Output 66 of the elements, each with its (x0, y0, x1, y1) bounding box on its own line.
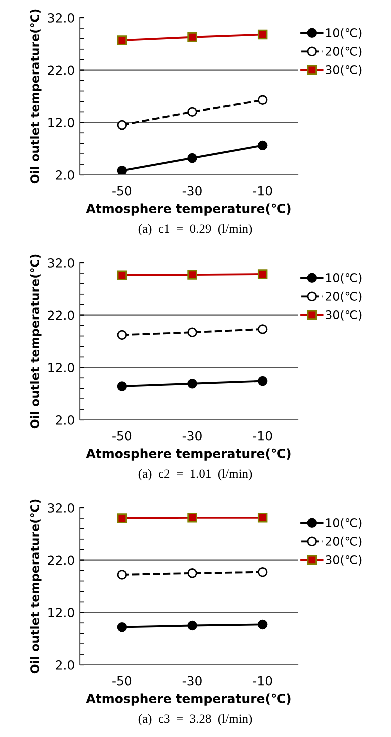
y-tick-label: 12.0 (48, 363, 74, 373)
y-tick-label: 32.0 (48, 13, 74, 23)
y-axis-title: Oil outlet temperature(℃) (30, 10, 42, 184)
y-axis-title: Oil outlet temperature(℃) (30, 254, 42, 429)
legend-label: 30(℃) (326, 555, 362, 566)
text: (a) c3 = 3.28 (l/min) (138, 714, 252, 726)
point (258, 513, 268, 523)
y-tick-label: 2.0 (56, 660, 74, 670)
point (188, 270, 198, 280)
y-tick-label: 12.0 (48, 608, 74, 618)
point (117, 382, 128, 392)
y-axis-title: Oil outlet temperature(℃) (30, 500, 42, 674)
point (258, 376, 268, 386)
legend-label: 10(℃) (326, 273, 362, 284)
legend-label: 30(℃) (326, 310, 362, 321)
x-tick-label: -30 (182, 431, 202, 441)
point (117, 270, 128, 280)
point (258, 95, 268, 106)
y-tick-label: 12.0 (48, 118, 74, 128)
point (258, 30, 268, 40)
x-tick-label: -10 (253, 431, 272, 441)
point (117, 330, 128, 340)
y-tick-label: 32.0 (48, 503, 74, 513)
x-tick-label: -10 (253, 186, 272, 196)
y-tick-label: 22.0 (48, 310, 74, 320)
point (117, 622, 128, 632)
y-tick-label: 2.0 (56, 415, 74, 425)
legend-label: 20(℃) (326, 292, 362, 302)
point (258, 568, 268, 578)
point (188, 153, 198, 164)
legend-label: 30(℃) (326, 65, 362, 76)
point (188, 107, 198, 118)
point (258, 324, 268, 334)
x-tick-label: -30 (182, 186, 202, 196)
x-axis-title: Atmosphere temperature(℃) (86, 204, 291, 216)
x-tick-label: -50 (112, 186, 132, 196)
x-tick-label: -50 (112, 676, 132, 686)
point (117, 120, 128, 130)
point (117, 570, 128, 580)
point (117, 514, 128, 524)
y-tick-label: 32.0 (48, 258, 74, 268)
point (188, 328, 198, 338)
x-axis-title: Atmosphere temperature(℃) (86, 694, 291, 706)
y-tick-label: 22.0 (48, 556, 74, 566)
point (188, 620, 198, 631)
point (188, 32, 198, 42)
point (188, 379, 198, 389)
point (258, 270, 268, 280)
legend-label: 20(℃) (326, 46, 362, 58)
y-tick-label: 22.0 (48, 66, 74, 76)
legend-label: 10(℃) (326, 518, 362, 529)
legend-label: 10(℃) (326, 28, 362, 39)
point (117, 36, 128, 46)
x-tick-label: -10 (253, 676, 272, 686)
legend-label: 20(℃) (326, 536, 362, 548)
y-tick-label: 2.0 (56, 170, 74, 180)
point (188, 568, 198, 578)
text: (a) c2 = 1.01 (l/min) (138, 469, 252, 481)
point (258, 140, 268, 151)
point (188, 513, 198, 523)
point (117, 166, 128, 175)
x-tick-label: -50 (112, 431, 132, 441)
text: (a) c1 = 0.29 (l/min) (138, 224, 252, 236)
x-tick-label: -30 (182, 676, 202, 686)
point (258, 620, 268, 630)
x-axis-title: Atmosphere temperature(℃) (86, 448, 291, 461)
